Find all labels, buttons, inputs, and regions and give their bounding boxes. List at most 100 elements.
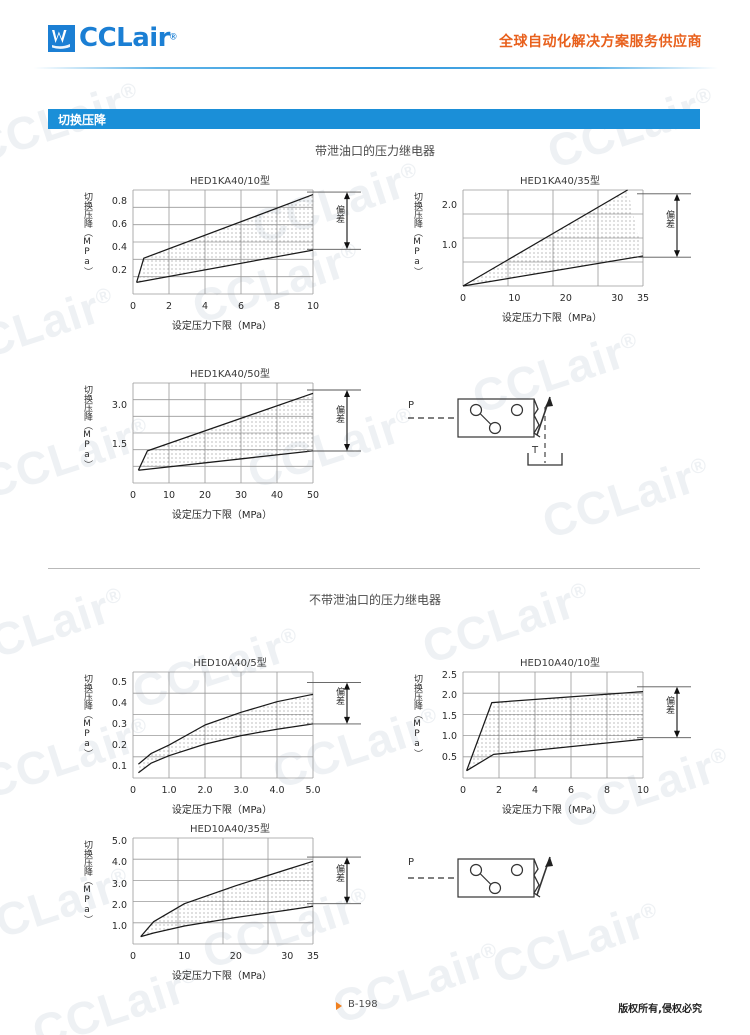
y-tick-label: 2.0 (441, 200, 457, 211)
header-divider (34, 67, 718, 69)
x-axis-label: 设定压力下限（MPa） (501, 805, 603, 816)
hydraulic-schematic-with-drain: P T (400, 385, 600, 485)
y-tick-label: 0.4 (111, 241, 127, 253)
y-axis-label: 切换压降（MPa） (412, 192, 422, 276)
x-tick-label: 0 (459, 785, 467, 796)
deviation-label: 偏差 (334, 404, 344, 423)
deviation-label: 偏差 (334, 204, 344, 223)
y-tick-label: 0.6 (111, 218, 127, 230)
x-tick-label: 1.0 (161, 785, 177, 796)
y-axis-label: 切换压降（MPa） (82, 385, 92, 469)
x-axis-label: 设定压力下限（MPa） (171, 321, 273, 332)
schematic2-port-p-label: P (408, 857, 415, 868)
x-tick-label: 40 (270, 490, 284, 501)
chart-hed10a40-10: HED10A40/10型 0.5 1.0 1.5 2.0 2.5 0 2 4 6 8 10 切换压降（M… (412, 654, 703, 818)
y-tick-label: 1.0 (441, 731, 457, 743)
x-tick-label: 10 (508, 293, 521, 304)
deviation-label: 偏差 (664, 209, 674, 228)
x-tick-label: 3.0 (233, 785, 249, 796)
x-axis-label: 设定压力下限（MPa） (171, 971, 273, 982)
x-tick-label: 10 (306, 301, 320, 312)
x-axis-label: 设定压力下限（MPa） (501, 313, 603, 324)
chart-title: HED10A40/10型 (520, 658, 600, 669)
y-tick-label: 0.5 (441, 751, 457, 763)
schematic-port-p-label: P (408, 400, 415, 411)
x-tick-label: 4.0 (269, 785, 285, 796)
x-tick-label: 8 (273, 301, 281, 312)
footer-page-number: B-198 (348, 999, 378, 1010)
y-tick-label: 1.5 (111, 438, 127, 450)
schematic-drawing-with-drain (408, 396, 563, 466)
x-tick-label: 0 (129, 785, 137, 796)
y-tick-label: 2.0 (111, 899, 127, 911)
chart-title: HED1KA40/35型 (520, 176, 600, 187)
chart-plot-hed1ka40-10 (132, 189, 361, 295)
chart-hed1ka40-10: HED1KA40/10型 0.2 0.4 0.6 0.8 0 2 4 6 8 10 切换压降（MPa）… (82, 172, 373, 334)
registered-icon: ® (170, 31, 177, 42)
schematic-port-t-label: T (532, 445, 539, 456)
chart-title: HED1KA40/50型 (190, 369, 270, 380)
y-tick-label: 2.5 (441, 670, 457, 682)
x-tick-label: 30 (281, 951, 294, 962)
footer-triangle-icon (336, 1002, 342, 1010)
section-title-text: 切换压降 (58, 113, 107, 127)
schematic-drawing-no-drain (408, 856, 553, 898)
x-tick-label: 20 (198, 490, 212, 501)
y-axis-label: 切换压降（MPa） (82, 840, 92, 924)
x-tick-label: 30 (234, 490, 248, 501)
chart-title: HED10A40/5型 (193, 658, 267, 669)
x-tick-label: 10 (162, 490, 176, 501)
y-tick-label: 0.4 (111, 697, 127, 709)
x-tick-label: 35 (636, 293, 650, 304)
x-tick-label: 2.0 (197, 785, 213, 796)
x-tick-label: 10 (178, 951, 191, 962)
x-tick-label: 0 (129, 490, 137, 501)
y-tick-label: 0.1 (111, 761, 127, 773)
deviation-label: 偏差 (664, 696, 674, 715)
y-tick-label: 0.8 (111, 195, 127, 207)
x-tick-label: 6 (567, 785, 575, 796)
cclair-logo-icon (48, 25, 75, 52)
x-tick-label: 20 (229, 951, 242, 962)
x-tick-label: 2 (495, 785, 503, 796)
x-tick-label: 50 (306, 490, 320, 501)
hydraulic-schematic-no-drain: P (400, 845, 600, 925)
group-title-no-drain: 不带泄油口的压力继电器 (308, 593, 441, 607)
chart-hed1ka40-35: HED1KA40/35型 1.0 2.0 0 10 20 30 35 切换压降（MPa） 设定压力… (412, 172, 703, 326)
chart-plot-hed1ka40-35 (462, 189, 691, 287)
chart-plot-hed10a40-5 (132, 671, 361, 779)
chart-plot-hed1ka40-50 (132, 382, 361, 484)
chart-plot-hed10a40-10 (462, 671, 691, 779)
y-axis-label: 切换压降（MPa） (82, 192, 92, 276)
brand-name: CCLair (79, 23, 171, 53)
y-axis-label: 切换压降（MPa） (412, 674, 422, 758)
chart-title: HED1KA40/10型 (190, 176, 270, 187)
x-tick-label: 4 (531, 785, 539, 796)
y-tick-label: 3.0 (111, 400, 127, 412)
x-tick-label: 20 (559, 293, 572, 304)
brand-logo: CCLair® (48, 25, 177, 52)
x-tick-label: 8 (603, 785, 611, 796)
x-tick-label: 2 (165, 301, 173, 312)
x-axis-label: 设定压力下限（MPa） (171, 805, 273, 816)
y-tick-label: 1.5 (441, 710, 457, 722)
y-tick-label: 1.0 (111, 921, 127, 933)
x-tick-label: 0 (129, 951, 137, 962)
chart-title: HED10A40/35型 (190, 824, 270, 835)
x-tick-label: 5.0 (305, 785, 321, 796)
group-divider (48, 568, 700, 569)
x-tick-label: 0 (129, 301, 137, 312)
section-title-bar: 切换压降 (48, 109, 700, 129)
x-tick-label: 0 (459, 293, 467, 304)
deviation-label: 偏差 (334, 864, 344, 883)
x-axis-label: 设定压力下限（MPa） (171, 510, 273, 521)
y-tick-label: 0.3 (111, 719, 127, 730)
y-tick-label: 4.0 (111, 857, 127, 869)
page-header: CCLair® 全球自动化解决方案服务供应商 (0, 0, 750, 72)
x-tick-label: 6 (237, 301, 245, 312)
x-tick-label: 10 (636, 785, 650, 796)
chart-hed10a40-35: HED10A40/35型 1.0 2.0 3.0 4.0 5.0 0 10 20 30 35 切换压降… (82, 820, 373, 984)
y-tick-label: 0.2 (111, 264, 127, 276)
y-tick-label: 2.0 (441, 690, 457, 702)
